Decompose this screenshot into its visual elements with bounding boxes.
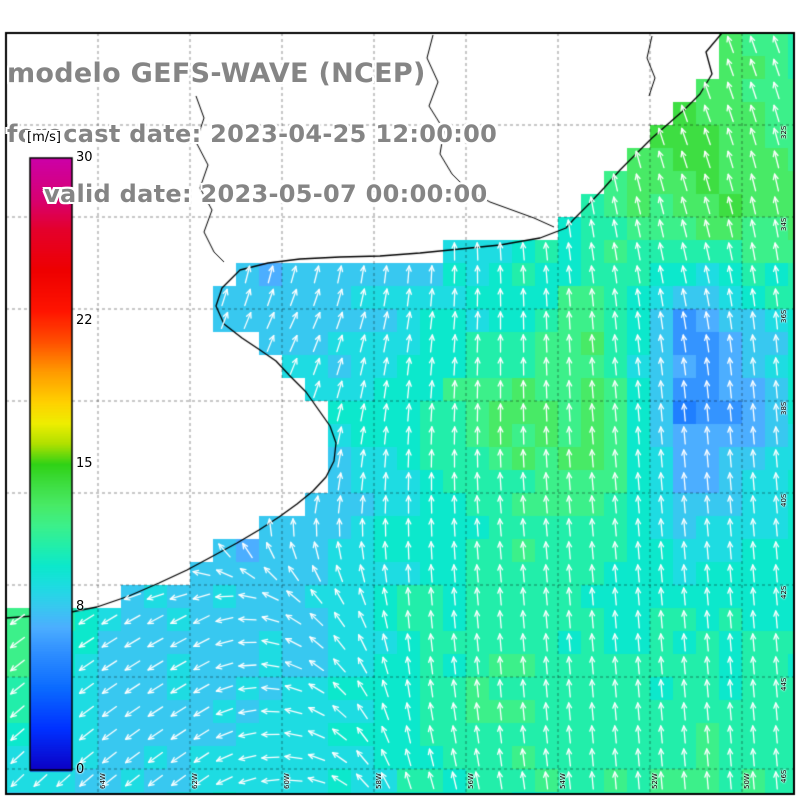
lat-tick-label: 40S — [780, 493, 788, 507]
lon-tick-label: 60W — [283, 773, 291, 789]
lat-tick-label: 42S — [780, 585, 788, 599]
lon-tick-label: 52W — [651, 773, 659, 789]
lon-tick-label: 50W — [743, 773, 751, 789]
lat-tick-label: 46S — [780, 769, 788, 783]
colorbar-tick-label: 30 — [76, 150, 93, 165]
colorbar-tick-label: 0 — [76, 762, 85, 777]
lon-tick-label: 58W — [375, 773, 383, 789]
lon-tick-label: 56W — [467, 773, 475, 789]
forecast-date-text: forecast date: 2023-04-25 12:00:00 — [7, 120, 498, 149]
colorbar-tick-label: 8 — [76, 598, 85, 614]
colorbar-tick-label: 22 — [76, 313, 93, 329]
title-block: modelo GEFS-WAVE (NCEP) forecast date: 2… — [7, 26, 497, 241]
lat-tick-label: 34S — [780, 217, 788, 231]
colorbar-tick-label: 15 — [76, 456, 93, 471]
lon-tick-label: 62W — [191, 773, 199, 789]
valid-date-text: valid date: 2023-05-07 00:00:00 — [44, 179, 488, 208]
model-name-title: modelo GEFS-WAVE (NCEP) — [7, 57, 426, 89]
lon-tick-label: 54W — [559, 773, 567, 789]
lat-tick-label: 38S — [780, 401, 788, 415]
lat-tick-label: 44S — [780, 677, 788, 691]
colorbar-unit-label: [m/s] — [25, 130, 63, 145]
lat-tick-label: 36S — [780, 309, 788, 323]
lon-tick-label: 64W — [99, 773, 107, 789]
lat-tick-label: 32S — [780, 125, 788, 139]
